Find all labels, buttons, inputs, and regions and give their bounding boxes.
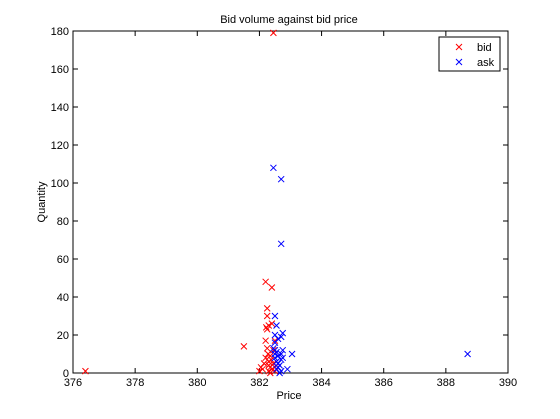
- ask-point: [277, 240, 285, 248]
- ask-point: [277, 175, 285, 183]
- y-tick-label: 0: [63, 368, 69, 380]
- chart-title: Bid volume against bid price: [220, 14, 358, 26]
- y-tick-label: 140: [51, 102, 69, 114]
- ask-point: [277, 350, 285, 358]
- bid-point: [271, 337, 279, 345]
- data-points: [82, 29, 471, 377]
- ask-point: [270, 164, 277, 172]
- bid-point: [263, 325, 271, 333]
- ask-point: [277, 333, 285, 341]
- bid-point: [266, 369, 274, 377]
- ask-point: [271, 339, 279, 346]
- bid-point: [263, 312, 271, 320]
- ask-point: [464, 350, 471, 358]
- y-axis: 0 20 40 60 80 100 120 140 160 180: [51, 26, 508, 380]
- bid-point: [268, 284, 276, 291]
- x-tick-label: 386: [375, 377, 393, 389]
- y-tick-label: 100: [51, 178, 69, 190]
- y-tick-label: 60: [57, 254, 69, 266]
- legend: bid ask: [438, 36, 501, 72]
- bid-point: [262, 337, 269, 345]
- x-tick-label: 380: [188, 377, 206, 389]
- plot-area: [72, 30, 509, 374]
- ask-point: [288, 350, 296, 358]
- bid-point: [265, 322, 273, 329]
- x-tick-label: 390: [499, 377, 517, 389]
- bid-point: [267, 356, 275, 364]
- legend-marker-bid: [455, 43, 463, 51]
- ask-point: [273, 322, 280, 329]
- bid-point: [82, 367, 89, 375]
- bid-point: [240, 343, 248, 350]
- y-tick-label: 40: [57, 292, 69, 304]
- bid-point: [260, 360, 268, 367]
- x-tick-label: 382: [250, 377, 268, 389]
- y-tick-label: 120: [51, 140, 69, 152]
- x-tick-label: 388: [437, 377, 455, 389]
- ask-point: [276, 369, 283, 377]
- ask-point: [284, 365, 291, 373]
- ask-point: [279, 329, 287, 337]
- bid-point: [263, 305, 271, 312]
- legend-label-ask: ask: [477, 57, 495, 69]
- legend-marker-ask: [455, 58, 463, 66]
- bid-point: [259, 365, 266, 373]
- bid-point: [270, 29, 277, 37]
- ask-point: [271, 354, 279, 362]
- y-tick-label: 20: [57, 330, 69, 342]
- x-tick-label: 376: [64, 377, 82, 389]
- legend-box: [438, 36, 501, 72]
- ask-point: [271, 312, 279, 320]
- x-axis: 376 378 380 382 384 386 388 390: [64, 31, 517, 389]
- bid-point: [256, 367, 263, 375]
- y-tick-label: 160: [51, 64, 69, 76]
- x-axis-label: Price: [276, 390, 301, 402]
- ask-point: [277, 356, 285, 364]
- y-tick-label: 180: [51, 26, 69, 38]
- y-tick-label: 80: [57, 216, 69, 228]
- legend-label-bid: bid: [477, 42, 492, 54]
- bid-point: [266, 352, 274, 360]
- bid-point: [270, 346, 277, 354]
- ask-point: [279, 346, 287, 354]
- bid-point: [268, 320, 276, 327]
- bid-point: [262, 278, 269, 286]
- y-axis-label: Quantity: [36, 181, 48, 222]
- x-tick-label: 384: [312, 377, 330, 389]
- x-tick-label: 378: [126, 377, 144, 389]
- bid-point: [263, 344, 271, 352]
